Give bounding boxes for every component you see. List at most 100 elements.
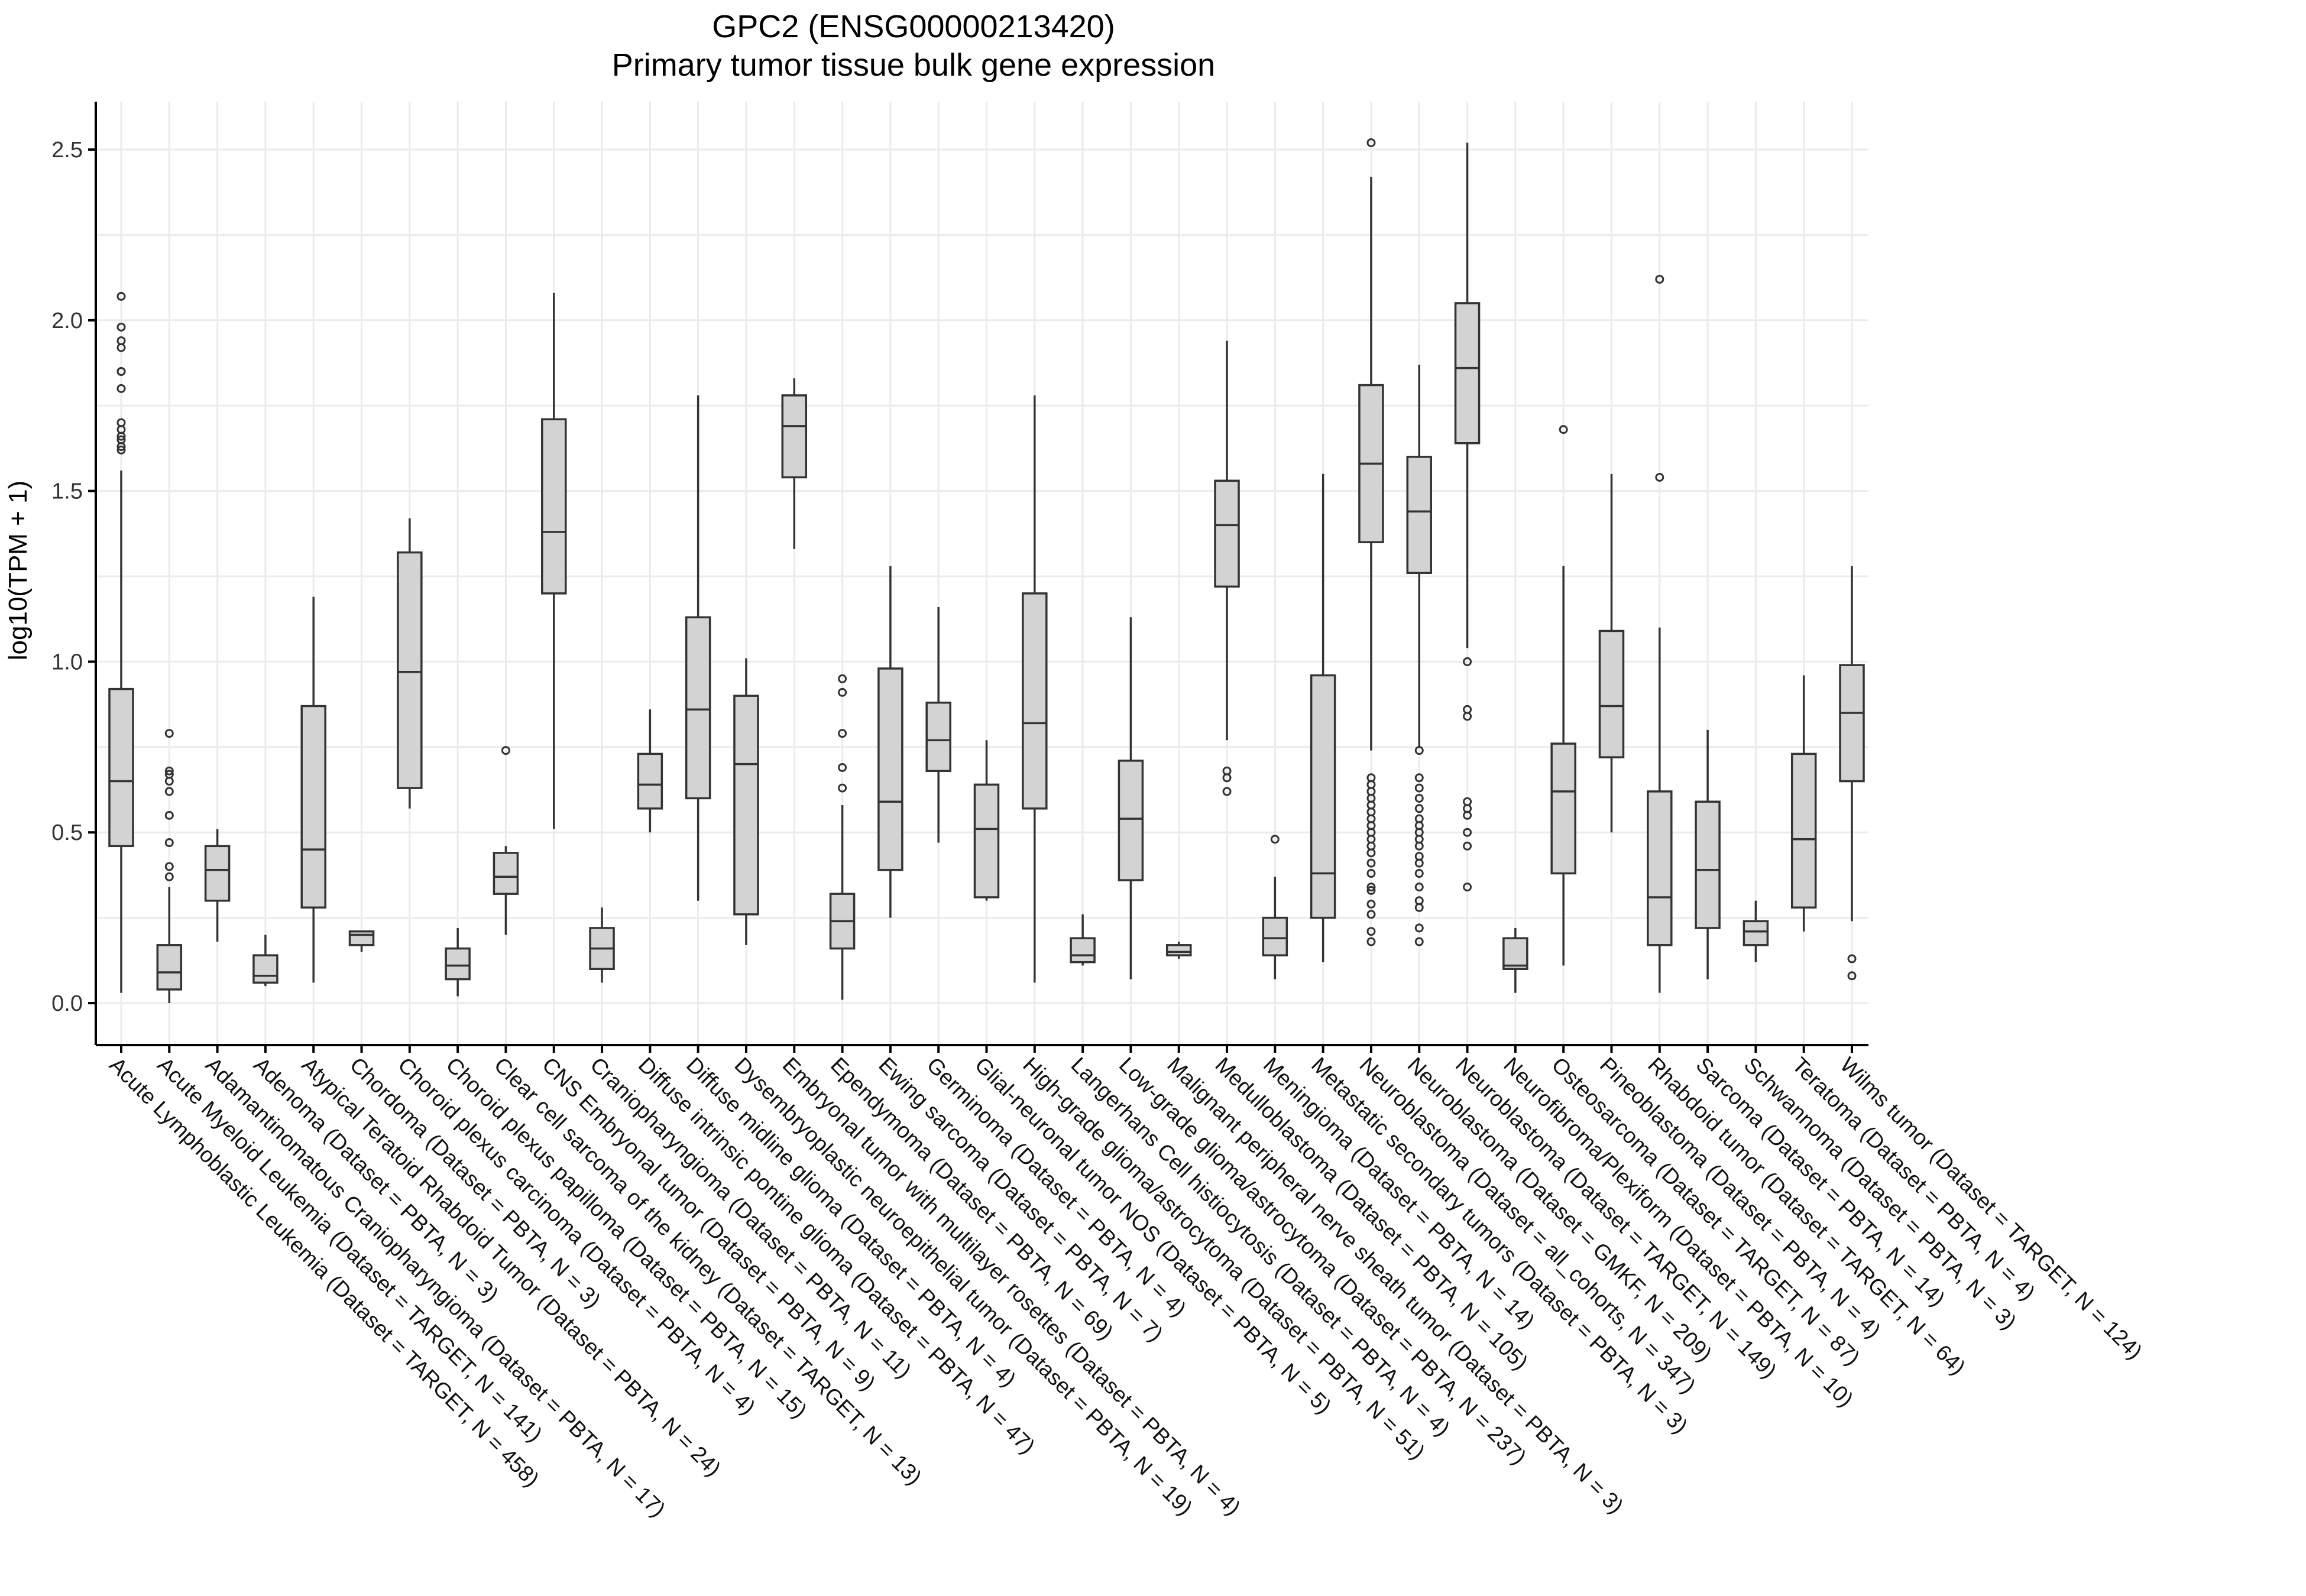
box-iqr xyxy=(1310,674,1336,919)
outlier-point xyxy=(1414,869,1424,878)
box-iqr xyxy=(300,705,326,909)
outlier-point xyxy=(116,291,126,301)
box-iqr xyxy=(1598,630,1625,758)
outlier-point xyxy=(1463,828,1472,837)
box-group xyxy=(637,709,663,833)
box-group xyxy=(877,566,903,918)
box-group xyxy=(733,658,759,945)
box-iqr xyxy=(1214,479,1240,588)
box-group xyxy=(1118,617,1144,979)
outlier-point xyxy=(1366,883,1376,892)
box-group xyxy=(1647,274,1673,993)
outlier-point xyxy=(1414,793,1424,803)
box-group xyxy=(108,291,134,993)
outlier-point xyxy=(1847,971,1857,981)
y-tick-label: 1.5 xyxy=(51,479,83,504)
box-group xyxy=(781,378,808,549)
box-iqr xyxy=(685,616,711,800)
box-group xyxy=(1406,364,1432,946)
outlier-point xyxy=(116,445,126,455)
outlier-point xyxy=(1414,773,1424,783)
box-iqr xyxy=(1022,592,1048,810)
boxes-layer xyxy=(108,138,1865,1003)
outlier-point xyxy=(1655,274,1664,284)
chart-subtitle: Primary tumor tissue bulk gene expressio… xyxy=(612,47,1215,83)
box-group xyxy=(397,518,423,809)
box-iqr xyxy=(1118,760,1144,881)
box-group xyxy=(1502,927,1528,993)
outlier-point xyxy=(1463,657,1472,666)
outlier-point xyxy=(1366,927,1376,936)
outlier-point xyxy=(1366,848,1376,858)
outlier-point xyxy=(164,838,174,848)
outlier-point xyxy=(1463,841,1472,851)
outlier-point xyxy=(1414,923,1424,933)
outlier-point xyxy=(1366,937,1376,946)
outlier-point xyxy=(1366,910,1376,919)
outlier-point xyxy=(164,810,174,820)
box-group xyxy=(493,746,519,935)
box-iqr xyxy=(1790,752,1817,909)
box-group xyxy=(348,930,375,952)
outlier-point xyxy=(1463,712,1472,721)
x-tick-labels: Acute Lymphoblastic Leukemia (Dataset = … xyxy=(105,1053,2147,1522)
outlier-point xyxy=(1414,937,1424,946)
outlier-point xyxy=(838,674,847,683)
box-iqr xyxy=(781,394,808,479)
y-tick-label: 0.5 xyxy=(51,820,83,845)
outlier-point xyxy=(1366,858,1376,868)
box-group xyxy=(445,927,471,997)
y-tick-label: 2.0 xyxy=(51,309,83,333)
outlier-point xyxy=(116,432,126,441)
box-iqr xyxy=(1070,937,1096,964)
box-iqr xyxy=(1165,944,1192,956)
box-group xyxy=(925,606,951,843)
box-group xyxy=(1839,566,1865,981)
box-iqr xyxy=(925,701,951,772)
outlier-point xyxy=(501,746,510,755)
y-axis-label: log10(TPM + 1) xyxy=(4,481,33,660)
outlier-point xyxy=(1366,138,1376,147)
box-group xyxy=(1310,473,1336,962)
outlier-point xyxy=(1414,783,1424,793)
y-tick-label: 2.5 xyxy=(51,138,83,163)
box-iqr xyxy=(1406,456,1432,574)
box-iqr xyxy=(348,930,375,946)
box-iqr xyxy=(108,687,134,848)
outlier-point xyxy=(116,442,126,452)
outlier-point xyxy=(164,777,174,786)
outlier-point xyxy=(116,366,126,376)
outlier-point xyxy=(164,872,174,881)
outlier-point xyxy=(116,343,126,352)
box-group xyxy=(252,935,278,987)
y-tick-label: 0.0 xyxy=(51,991,83,1016)
box-group xyxy=(1790,675,1817,932)
axes: 0.0 0.5 1.0 1.5 2.0 2.5 xyxy=(51,102,1868,1053)
outlier-point xyxy=(1222,773,1232,783)
box-iqr xyxy=(1695,800,1721,929)
box-iqr xyxy=(156,944,183,991)
outlier-point xyxy=(116,322,126,332)
outlier-point xyxy=(838,729,847,738)
box-group xyxy=(204,829,231,942)
box-iqr xyxy=(204,845,231,902)
outlier-point xyxy=(1414,841,1424,851)
box-iqr xyxy=(973,783,1000,898)
box-group xyxy=(1695,729,1721,979)
box-iqr xyxy=(637,752,663,810)
box-iqr xyxy=(541,418,567,595)
box-group xyxy=(1358,138,1384,946)
box-group xyxy=(1454,142,1481,892)
outlier-point xyxy=(1559,425,1568,434)
outlier-point xyxy=(1366,869,1376,878)
outlier-point xyxy=(1366,885,1376,895)
outlier-point xyxy=(1270,835,1280,844)
box-iqr xyxy=(1550,742,1576,875)
box-group xyxy=(589,907,615,983)
outlier-point xyxy=(1847,954,1857,964)
outlier-point xyxy=(1463,883,1472,892)
box-iqr xyxy=(1743,920,1769,946)
outlier-point xyxy=(164,729,174,738)
box-iqr xyxy=(397,551,423,789)
